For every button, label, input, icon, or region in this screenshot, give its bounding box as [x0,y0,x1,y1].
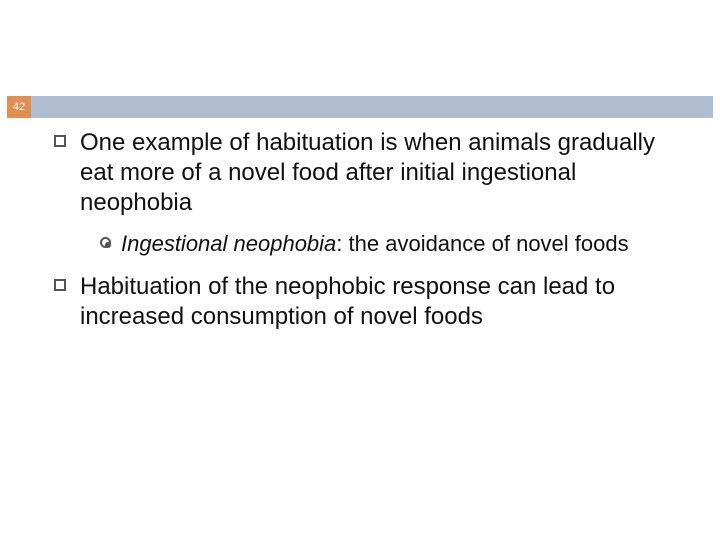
slide: 42 One example of habituation is when an… [0,0,720,540]
bullet-text: Habituation of the neophobic response ca… [80,272,680,332]
header-stripe [31,96,713,118]
header-bar: 42 [0,96,720,118]
target-bullet-icon [100,237,111,248]
square-bullet-icon [54,135,66,147]
bullet-text: Ingestional neophobia: the avoidance of … [121,230,629,258]
bullet-text: One example of habituation is when anima… [80,128,680,218]
bullet-level-1: One example of habituation is when anima… [54,128,680,218]
slide-number-badge: 42 [7,96,31,118]
slide-body: One example of habituation is when anima… [40,128,680,344]
square-bullet-icon [54,279,66,291]
bullet-level-2: Ingestional neophobia: the avoidance of … [100,230,680,258]
definition-text: : the avoidance of novel foods [336,231,628,256]
bullet-level-1: Habituation of the neophobic response ca… [54,272,680,332]
italic-term: Ingestional neophobia [121,231,336,256]
